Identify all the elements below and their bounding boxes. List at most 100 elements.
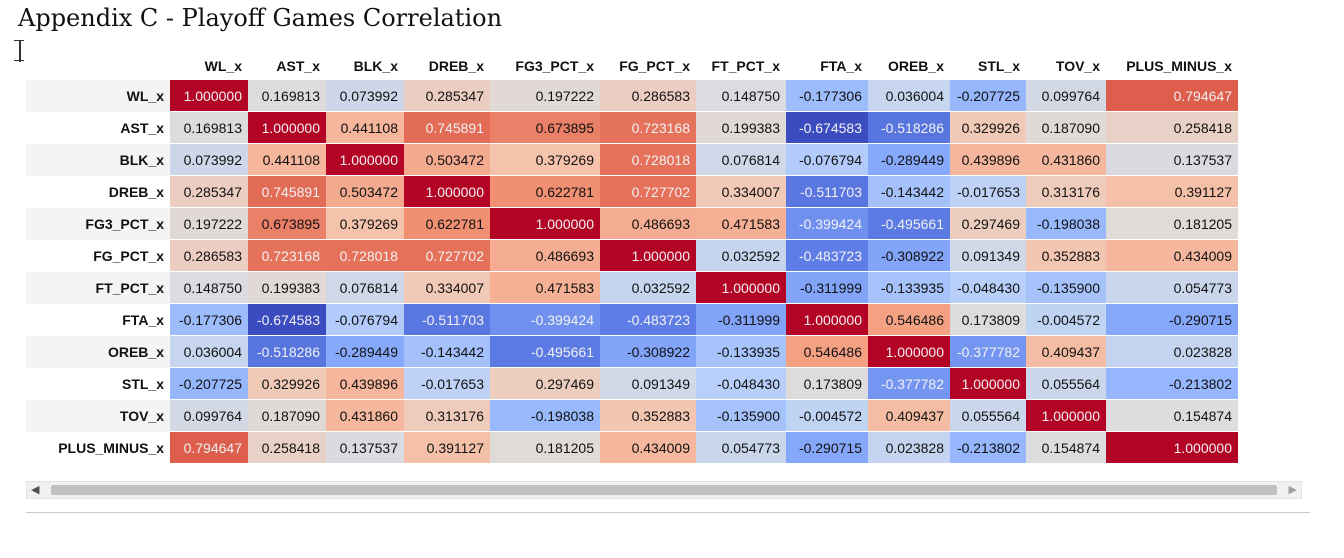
corner-header-cell <box>26 52 170 80</box>
heatmap-cell-plus-minus-x-oreb-x: 0.023828 <box>868 432 950 464</box>
heatmap-cell-plus-minus-x-fg-pct-x: 0.434009 <box>600 432 696 464</box>
table-row: TOV_x 0.099764 0.187090 0.431860 0.313176 -0.… <box>26 400 1238 432</box>
heatmap-cell-oreb-x-ft-pct-x: -0.133935 <box>696 336 786 368</box>
heatmap-cell-fg-pct-x-stl-x: 0.091349 <box>950 240 1026 272</box>
heatmap-cell-tov-x-blk-x: 0.431860 <box>326 400 404 432</box>
heatmap-cell-wl-x-ast-x: 0.169813 <box>248 80 326 112</box>
heatmap-cell-dreb-x-fg-pct-x: 0.727702 <box>600 176 696 208</box>
heatmap-cell-stl-x-wl-x: -0.207725 <box>170 368 248 400</box>
column-header-fg-pct-x: FG_PCT_x <box>619 58 690 74</box>
table-row: DREB_x 0.285347 0.745891 0.503472 1.000000 0.… <box>26 176 1238 208</box>
heatmap-cell-oreb-x-wl-x: 0.036004 <box>170 336 248 368</box>
heatmap-cell-ft-pct-x-dreb-x: 0.334007 <box>404 272 490 304</box>
heatmap-cell-ast-x-stl-x: 0.329926 <box>950 112 1026 144</box>
heatmap-cell-fta-x-blk-x: -0.076794 <box>326 304 404 336</box>
scroll-right-icon[interactable]: ▶ <box>1288 483 1297 496</box>
heatmap-cell-stl-x-fg3-pct-x: 0.297469 <box>490 368 600 400</box>
heatmap-cell-fta-x-fg-pct-x: -0.483723 <box>600 304 696 336</box>
heatmap-cell-plus-minus-x-plus-minus-x: 1.000000 <box>1106 432 1238 464</box>
heatmap-cell-oreb-x-fg3-pct-x: -0.495661 <box>490 336 600 368</box>
heatmap-cell-plus-minus-x-fg3-pct-x: 0.181205 <box>490 432 600 464</box>
scroll-left-icon[interactable]: ◀ <box>31 483 40 496</box>
heatmap-cell-fg3-pct-x-stl-x: 0.297469 <box>950 208 1026 240</box>
heatmap-cell-oreb-x-oreb-x: 1.000000 <box>868 336 950 368</box>
heatmap-cell-ast-x-plus-minus-x: 0.258418 <box>1106 112 1238 144</box>
column-header-wl-x: WL_x <box>204 58 242 74</box>
heatmap-cell-oreb-x-fg-pct-x: -0.308922 <box>600 336 696 368</box>
heatmap-cell-ft-pct-x-tov-x: -0.135900 <box>1026 272 1106 304</box>
scrollbar-thumb[interactable] <box>51 485 1277 495</box>
column-header-fg3-pct-x: FG3_PCT_x <box>515 58 594 74</box>
heatmap-cell-tov-x-fg-pct-x: 0.352883 <box>600 400 696 432</box>
heatmap-cell-blk-x-plus-minus-x: 0.137537 <box>1106 144 1238 176</box>
heatmap-cell-fg3-pct-x-oreb-x: -0.495661 <box>868 208 950 240</box>
heatmap-cell-stl-x-ft-pct-x: -0.048430 <box>696 368 786 400</box>
heatmap-cell-plus-minus-x-dreb-x: 0.391127 <box>404 432 490 464</box>
heatmap-cell-fg3-pct-x-ft-pct-x: 0.471583 <box>696 208 786 240</box>
heatmap-cell-blk-x-oreb-x: -0.289449 <box>868 144 950 176</box>
heatmap-cell-oreb-x-dreb-x: -0.143442 <box>404 336 490 368</box>
heatmap-cell-ft-pct-x-ast-x: 0.199383 <box>248 272 326 304</box>
heatmap-cell-oreb-x-ast-x: -0.518286 <box>248 336 326 368</box>
heatmap-cell-blk-x-tov-x: 0.431860 <box>1026 144 1106 176</box>
heatmap-cell-stl-x-blk-x: 0.439896 <box>326 368 404 400</box>
heatmap-cell-ast-x-wl-x: 0.169813 <box>170 112 248 144</box>
heatmap-cell-fg3-pct-x-fg-pct-x: 0.486693 <box>600 208 696 240</box>
heatmap-cell-ft-pct-x-blk-x: 0.076814 <box>326 272 404 304</box>
heatmap-cell-wl-x-stl-x: -0.207725 <box>950 80 1026 112</box>
heatmap-cell-tov-x-tov-x: 1.000000 <box>1026 400 1106 432</box>
heatmap-cell-tov-x-fta-x: -0.004572 <box>786 400 868 432</box>
heatmap-cell-fg-pct-x-fta-x: -0.483723 <box>786 240 868 272</box>
heatmap-cell-tov-x-wl-x: 0.099764 <box>170 400 248 432</box>
heatmap-cell-ft-pct-x-oreb-x: -0.133935 <box>868 272 950 304</box>
table-row: FT_PCT_x 0.148750 0.199383 0.076814 0.334007… <box>26 272 1238 304</box>
heatmap-cell-fg3-pct-x-blk-x: 0.379269 <box>326 208 404 240</box>
heatmap-cell-wl-x-fta-x: -0.177306 <box>786 80 868 112</box>
heatmap-cell-blk-x-ft-pct-x: 0.076814 <box>696 144 786 176</box>
heatmap-cell-dreb-x-plus-minus-x: 0.391127 <box>1106 176 1238 208</box>
heatmap-cell-tov-x-ft-pct-x: -0.135900 <box>696 400 786 432</box>
heatmap-cell-ast-x-fta-x: -0.674583 <box>786 112 868 144</box>
horizontal-scrollbar[interactable]: ◀ ▶ <box>26 481 1302 499</box>
heatmap-cell-dreb-x-fta-x: -0.511703 <box>786 176 868 208</box>
heatmap-cell-fta-x-ft-pct-x: -0.311999 <box>696 304 786 336</box>
row-header-ft-pct-x: FT_PCT_x <box>26 272 170 304</box>
heatmap-cell-fg3-pct-x-wl-x: 0.197222 <box>170 208 248 240</box>
heatmap-cell-blk-x-ast-x: 0.441108 <box>248 144 326 176</box>
column-header-ast-x: AST_x <box>276 58 320 74</box>
heatmap-cell-fta-x-fg3-pct-x: -0.399424 <box>490 304 600 336</box>
heatmap-cell-plus-minus-x-ft-pct-x: 0.054773 <box>696 432 786 464</box>
row-header-tov-x: TOV_x <box>26 400 170 432</box>
heatmap-cell-fta-x-oreb-x: 0.546486 <box>868 304 950 336</box>
heatmap-cell-plus-minus-x-ast-x: 0.258418 <box>248 432 326 464</box>
heatmap-cell-wl-x-plus-minus-x: 0.794647 <box>1106 80 1238 112</box>
table-row: BLK_x 0.073992 0.441108 1.000000 0.503472 0.3… <box>26 144 1238 176</box>
heatmap-cell-fg3-pct-x-fg3-pct-x: 1.000000 <box>490 208 600 240</box>
heatmap-cell-ast-x-fg-pct-x: 0.723168 <box>600 112 696 144</box>
heatmap-cell-stl-x-oreb-x: -0.377782 <box>868 368 950 400</box>
column-header-oreb-x: OREB_x <box>887 58 944 74</box>
correlation-heatmap-table: WL_x AST_x BLK_x DREB_x FG3_PCT_x FG_PCT_x FT_… <box>26 52 1238 464</box>
heatmap-cell-fg-pct-x-oreb-x: -0.308922 <box>868 240 950 272</box>
heatmap-cell-blk-x-blk-x: 1.000000 <box>326 144 404 176</box>
column-header-dreb-x: DREB_x <box>428 58 484 74</box>
heatmap-cell-wl-x-ft-pct-x: 0.148750 <box>696 80 786 112</box>
heatmap-cell-fta-x-ast-x: -0.674583 <box>248 304 326 336</box>
heatmap-cell-dreb-x-oreb-x: -0.143442 <box>868 176 950 208</box>
heatmap-cell-tov-x-fg3-pct-x: -0.198038 <box>490 400 600 432</box>
column-header-plus-minus-x: PLUS_MINUS_x <box>1126 58 1232 74</box>
heatmap-cell-dreb-x-fg3-pct-x: 0.622781 <box>490 176 600 208</box>
heatmap-cell-stl-x-stl-x: 1.000000 <box>950 368 1026 400</box>
table-row: PLUS_MINUS_x 0.794647 0.258418 0.137537 0.39… <box>26 432 1238 464</box>
heatmap-cell-fta-x-tov-x: -0.004572 <box>1026 304 1106 336</box>
heatmap-cell-fg-pct-x-tov-x: 0.352883 <box>1026 240 1106 272</box>
heatmap-cell-stl-x-plus-minus-x: -0.213802 <box>1106 368 1238 400</box>
heatmap-cell-fg3-pct-x-fta-x: -0.399424 <box>786 208 868 240</box>
heatmap-cell-wl-x-tov-x: 0.099764 <box>1026 80 1106 112</box>
heatmap-cell-tov-x-oreb-x: 0.409437 <box>868 400 950 432</box>
heatmap-cell-fta-x-stl-x: 0.173809 <box>950 304 1026 336</box>
heatmap-cell-fg-pct-x-ft-pct-x: 0.032592 <box>696 240 786 272</box>
heatmap-cell-ft-pct-x-stl-x: -0.048430 <box>950 272 1026 304</box>
column-header-blk-x: BLK_x <box>353 58 398 74</box>
heatmap-cell-fg-pct-x-blk-x: 0.728018 <box>326 240 404 272</box>
